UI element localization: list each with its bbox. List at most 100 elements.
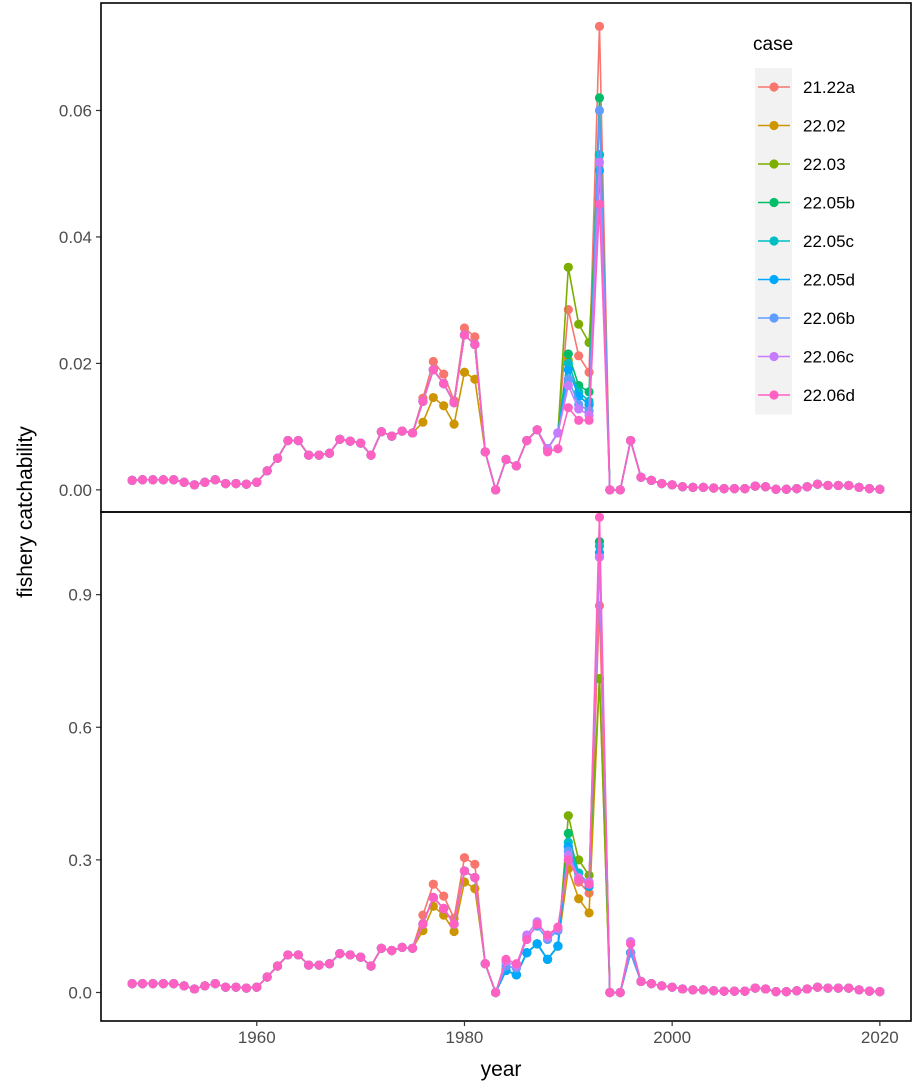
data-point bbox=[189, 984, 200, 994]
data-point bbox=[148, 979, 158, 989]
data-point bbox=[594, 157, 605, 167]
data-point bbox=[449, 398, 459, 408]
data-point bbox=[439, 369, 449, 379]
legend-label: 22.02 bbox=[803, 117, 846, 136]
data-point bbox=[407, 428, 418, 438]
data-point bbox=[553, 444, 563, 454]
data-point bbox=[221, 478, 231, 489]
data-point bbox=[542, 447, 553, 457]
series-line bbox=[132, 541, 880, 995]
data-point bbox=[563, 358, 573, 369]
data-point bbox=[366, 450, 376, 460]
data-point bbox=[802, 482, 812, 492]
data-point bbox=[584, 415, 594, 425]
data-point bbox=[740, 484, 750, 494]
data-point bbox=[231, 478, 241, 489]
data-point bbox=[501, 454, 511, 465]
data-point bbox=[449, 419, 459, 429]
series-22.06d bbox=[127, 512, 885, 998]
data-point bbox=[864, 986, 875, 996]
data-point bbox=[428, 892, 438, 903]
legend-label: 22.03 bbox=[803, 155, 846, 174]
data-point bbox=[148, 475, 158, 485]
data-point bbox=[833, 480, 843, 491]
data-point bbox=[875, 987, 885, 997]
data-point bbox=[574, 894, 584, 904]
data-point bbox=[501, 954, 511, 964]
data-point bbox=[210, 475, 220, 485]
data-point bbox=[781, 987, 791, 997]
data-point bbox=[272, 961, 283, 971]
data-point bbox=[356, 952, 366, 962]
data-point bbox=[221, 982, 231, 992]
legend-key-point bbox=[769, 197, 779, 208]
series-22.06c bbox=[127, 552, 885, 998]
data-point bbox=[792, 484, 802, 494]
data-point bbox=[179, 981, 189, 991]
data-point bbox=[812, 479, 823, 489]
data-point bbox=[314, 450, 324, 460]
data-point bbox=[459, 367, 470, 377]
data-point bbox=[594, 199, 605, 209]
data-point bbox=[771, 484, 781, 494]
series-line bbox=[132, 557, 880, 995]
data-point bbox=[594, 105, 605, 116]
legend: case 21.22a 22.02 22.03 22.05b 22.05c 22.05d 22… bbox=[753, 34, 856, 415]
data-point bbox=[626, 435, 636, 446]
data-point bbox=[304, 450, 314, 460]
data-point bbox=[428, 356, 438, 367]
data-point bbox=[439, 891, 449, 901]
data-point bbox=[677, 984, 688, 994]
data-point bbox=[563, 828, 573, 838]
data-point bbox=[875, 484, 885, 494]
data-point bbox=[854, 985, 864, 995]
data-point bbox=[127, 979, 137, 989]
legend-key-point bbox=[769, 390, 779, 400]
data-point bbox=[667, 982, 677, 992]
data-point bbox=[137, 475, 148, 485]
legend-item-22.03: 22.03 bbox=[755, 145, 846, 184]
legend-key-point bbox=[769, 82, 779, 92]
data-point bbox=[345, 950, 355, 960]
data-point bbox=[761, 482, 771, 492]
data-point bbox=[740, 986, 750, 996]
data-point bbox=[428, 392, 438, 403]
data-point bbox=[833, 983, 843, 993]
data-point bbox=[698, 985, 708, 995]
data-point bbox=[335, 434, 345, 444]
data-point bbox=[158, 475, 168, 485]
y-tick-label: 0.04 bbox=[59, 228, 92, 247]
data-point bbox=[729, 484, 740, 494]
legend-key-point bbox=[769, 120, 779, 131]
data-point bbox=[532, 939, 542, 949]
panel-2: 0.0 0.3 0.6 0.9 bbox=[68, 511, 912, 1022]
data-point bbox=[345, 436, 355, 446]
data-point bbox=[574, 319, 584, 329]
data-point bbox=[844, 480, 854, 491]
data-point bbox=[387, 431, 397, 441]
data-point bbox=[470, 374, 480, 384]
data-point bbox=[262, 466, 272, 476]
data-point bbox=[574, 415, 584, 425]
data-point bbox=[688, 985, 698, 995]
data-point bbox=[594, 21, 605, 31]
data-point bbox=[522, 948, 532, 958]
data-point bbox=[210, 979, 220, 989]
data-point bbox=[615, 485, 625, 495]
series-line bbox=[132, 552, 880, 995]
data-point bbox=[729, 986, 740, 996]
data-point bbox=[542, 954, 553, 964]
data-point bbox=[137, 979, 148, 989]
legend-label: 22.05b bbox=[803, 194, 855, 213]
data-point bbox=[314, 960, 324, 970]
data-point bbox=[698, 482, 708, 492]
data-point bbox=[792, 986, 802, 996]
legend-title: case bbox=[753, 34, 793, 55]
series-line bbox=[132, 678, 880, 995]
legend-item-22.05b: 22.05b bbox=[755, 183, 855, 222]
y-tick-label: 0.06 bbox=[59, 101, 92, 120]
data-point bbox=[470, 859, 480, 869]
data-point bbox=[356, 438, 366, 448]
data-point bbox=[761, 984, 771, 994]
